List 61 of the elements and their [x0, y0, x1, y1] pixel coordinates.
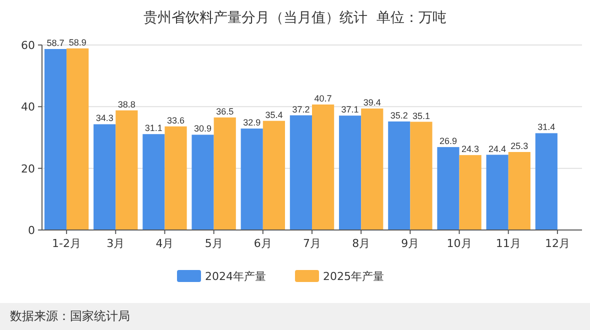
data-label: 37.1 — [341, 104, 359, 115]
x-tick-label: 10月 — [446, 237, 472, 250]
bar — [66, 48, 89, 230]
data-label: 31.1 — [144, 123, 162, 134]
source-note: 数据来源：国家统计局 — [10, 309, 130, 323]
bar — [164, 126, 187, 230]
y-tick-label: 0 — [28, 224, 35, 237]
x-tick-label: 1-2月 — [52, 237, 82, 250]
bar — [44, 49, 67, 230]
data-label: 33.6 — [167, 115, 185, 126]
x-tick-label: 8月 — [352, 237, 370, 250]
x-tick-label: 6月 — [254, 237, 272, 250]
data-label: 31.4 — [538, 122, 556, 132]
y-tick-label: 20 — [21, 162, 35, 176]
bar — [214, 117, 236, 230]
bar — [94, 124, 116, 230]
data-label: 58.7 — [46, 38, 64, 48]
bar — [486, 154, 508, 230]
chart-title: 贵州省饮料产量分月（当月值）统计 单位：万吨 — [144, 10, 446, 26]
data-label: 30.9 — [194, 124, 212, 134]
bar — [116, 110, 138, 230]
bar — [410, 122, 432, 230]
bar — [142, 134, 165, 230]
data-label: 32.9 — [243, 118, 261, 128]
data-label: 24.4 — [488, 144, 506, 154]
bar — [240, 128, 263, 230]
y-tick-label: 60 — [21, 39, 35, 52]
y-tick-label: 40 — [21, 100, 35, 114]
data-label: 25.3 — [510, 140, 528, 151]
bar — [508, 152, 530, 230]
bar — [192, 134, 214, 230]
bar — [437, 147, 460, 230]
data-label: 35.4 — [265, 110, 283, 120]
x-tick-label: 11月 — [496, 237, 521, 250]
data-label: 39.4 — [363, 98, 381, 108]
data-label: 38.8 — [118, 99, 136, 110]
bar — [459, 155, 482, 230]
data-label: 58.9 — [68, 37, 86, 48]
x-tick-label: 7月 — [303, 237, 321, 250]
x-tick-label: 5月 — [204, 237, 223, 250]
data-label: 37.2 — [292, 104, 310, 114]
bar — [290, 115, 312, 230]
bar — [361, 108, 384, 230]
bar — [535, 133, 558, 230]
x-tick-label: 3月 — [106, 237, 125, 250]
data-label: 40.7 — [314, 94, 332, 104]
legend-label: 2025年产量 — [323, 270, 384, 283]
bar — [312, 104, 334, 230]
data-label: 26.9 — [439, 136, 457, 146]
bar — [339, 116, 362, 230]
bar — [388, 121, 410, 230]
data-label: 35.2 — [390, 110, 408, 120]
data-label: 36.5 — [216, 106, 234, 116]
data-label: 24.3 — [462, 144, 480, 154]
bar — [262, 120, 285, 230]
x-tick-label: 4月 — [156, 237, 174, 250]
data-label: 35.1 — [412, 110, 430, 121]
x-tick-label: 9月 — [401, 237, 420, 250]
legend-label: 2024年产量 — [205, 270, 266, 283]
data-label: 34.3 — [96, 113, 114, 124]
x-tick-label: 12月 — [544, 237, 570, 250]
